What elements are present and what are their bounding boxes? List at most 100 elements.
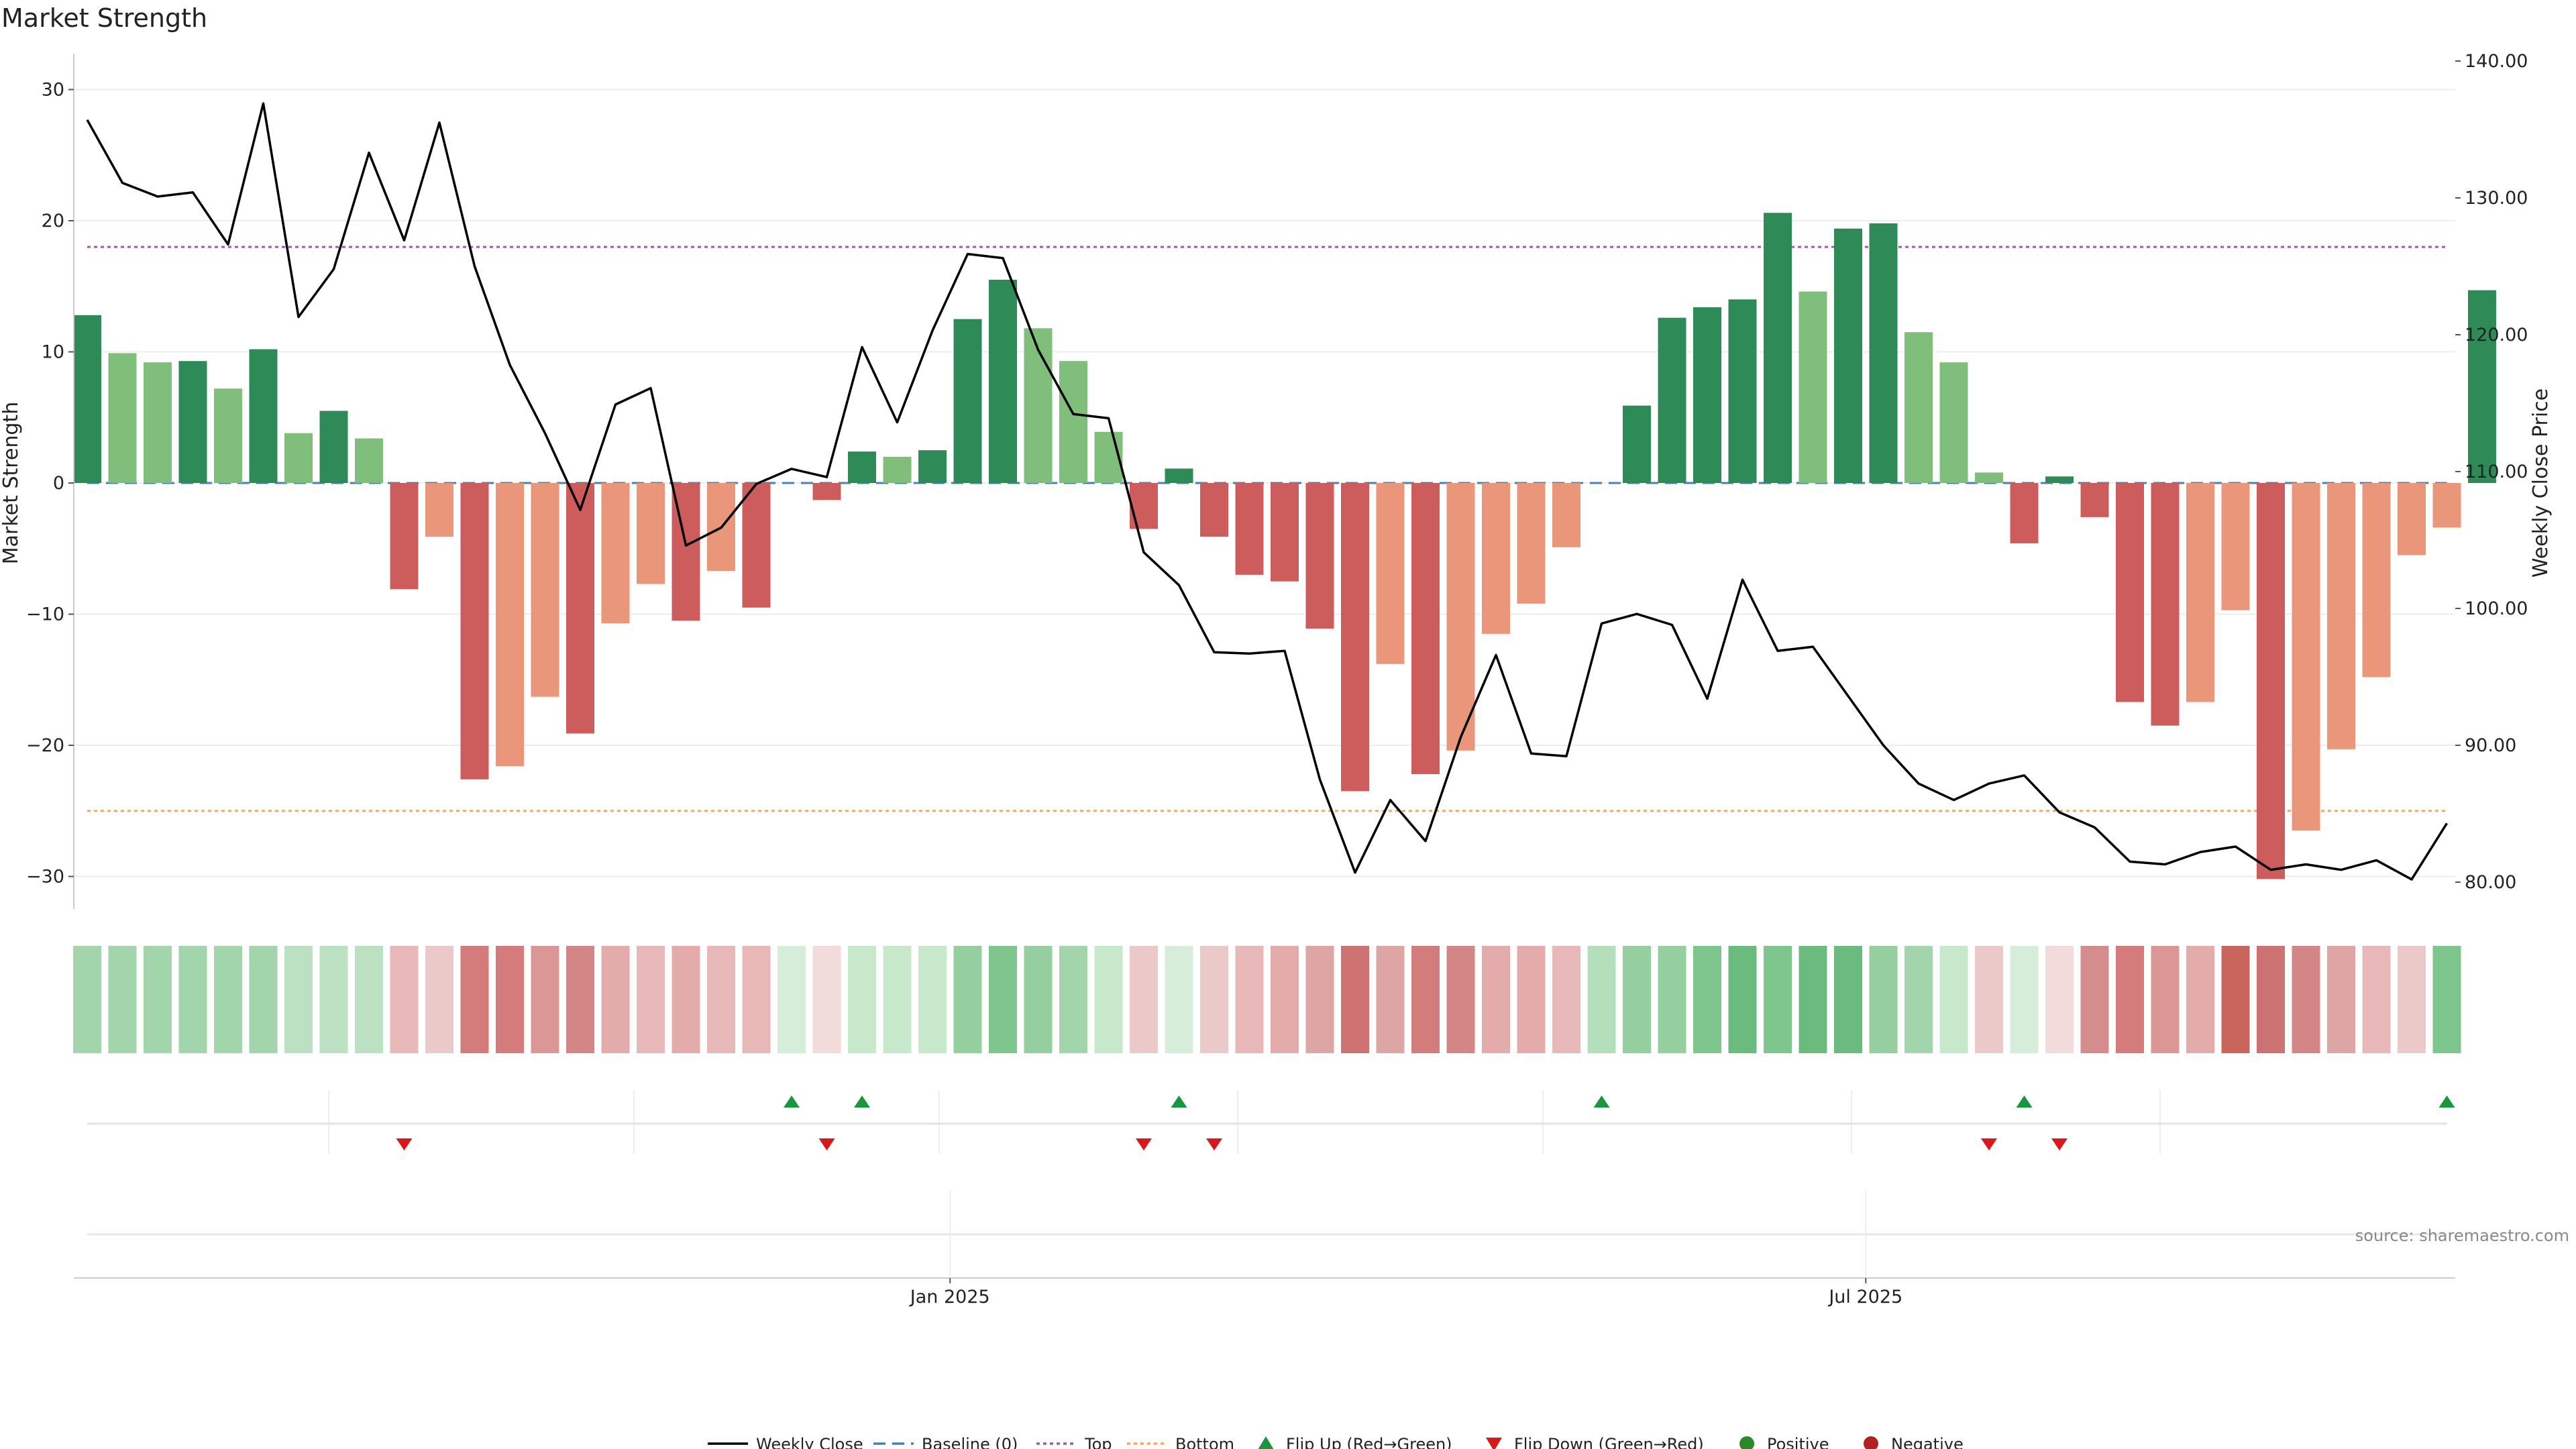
legend: Weekly Close Baseline (0) Top Bottom Flip Up… — [708, 1435, 1964, 1449]
strip-cell — [953, 946, 982, 1053]
strength-bar — [1130, 483, 1158, 529]
strip-cell — [918, 946, 947, 1053]
strip-cell — [390, 946, 419, 1053]
strip-cell — [178, 946, 207, 1053]
strip-cell — [2010, 946, 2039, 1053]
strip-cell — [1834, 946, 1862, 1053]
weekly-close-series — [86, 102, 2448, 881]
strip-cell — [812, 946, 841, 1053]
strip-cell — [319, 946, 348, 1053]
strip-cell — [73, 946, 101, 1053]
strength-bar — [742, 483, 771, 608]
strip-cell — [1024, 946, 1053, 1053]
strip-cell — [2432, 946, 2461, 1053]
legend-positive: Positive — [1739, 1435, 1829, 1449]
strength-bar — [2327, 483, 2355, 749]
strip-cell — [496, 946, 524, 1053]
strength-bar — [249, 349, 278, 483]
strength-bar — [460, 483, 489, 780]
legend-swatch — [1486, 1438, 1502, 1449]
strength-bar — [496, 483, 524, 767]
left-tick-label: 0 — [53, 473, 64, 494]
strip-cell — [2362, 946, 2391, 1053]
strip-cell — [1235, 946, 1264, 1053]
legend-swatch — [1864, 1436, 1878, 1449]
strip-cell — [637, 946, 665, 1053]
legend-label: Weekly Close — [756, 1435, 863, 1449]
flip-up-marker — [784, 1095, 800, 1108]
chart-title: Market Strength — [1, 3, 207, 33]
strength-bar — [1623, 405, 1651, 483]
strip-cell — [1939, 946, 1968, 1053]
strip-cell — [355, 946, 383, 1053]
strip-cell — [601, 946, 630, 1053]
strength-bar — [1200, 483, 1228, 537]
strength-bars — [73, 213, 2496, 879]
strip-cell — [989, 946, 1017, 1053]
strength-bar — [1446, 483, 1475, 751]
strength-bar — [1728, 299, 1757, 483]
legend-weekly-close: Weekly Close — [708, 1435, 863, 1449]
strength-bar — [1305, 483, 1334, 629]
strip-cell — [1130, 946, 1158, 1053]
strength-bar — [2398, 483, 2426, 555]
strip-cell — [1200, 946, 1228, 1053]
strength-bar — [531, 483, 559, 697]
strength-bar — [144, 362, 172, 483]
right-tick-label: 130.00 — [2465, 188, 2528, 209]
strength-bar — [1904, 332, 1933, 483]
legend-label: Flip Down (Green→Red) — [1514, 1435, 1704, 1449]
strip-cell — [2257, 946, 2285, 1053]
left-tick-label: 10 — [42, 342, 64, 363]
strip-cell — [2398, 946, 2426, 1053]
strip-cell — [2045, 946, 2074, 1053]
strip-cell — [1411, 946, 1440, 1053]
flip-up-marker — [1171, 1095, 1187, 1108]
flip-up-marker — [854, 1095, 870, 1108]
flip-down-marker — [1206, 1138, 1222, 1150]
strength-bar — [1376, 483, 1405, 664]
strip-cell — [707, 946, 735, 1053]
legend-bottom: Bottom — [1127, 1435, 1234, 1449]
legend-label: Flip Up (Red→Green) — [1286, 1435, 1452, 1449]
timeline-axis: Jan 2025 Jul 2025 — [74, 1191, 2455, 1307]
strength-bar — [1869, 223, 1898, 483]
strip-cell — [425, 946, 453, 1053]
flip-up-marker — [1593, 1095, 1610, 1108]
flip-down-marker — [2051, 1138, 2068, 1150]
strength-bar — [1658, 317, 1686, 483]
strip-cell — [284, 946, 313, 1053]
legend-flip-up: Flip Up (Red→Green) — [1258, 1435, 1452, 1449]
strip-cell — [2292, 946, 2320, 1053]
strength-bar — [390, 483, 419, 590]
strength-bar — [1482, 483, 1510, 634]
left-tick-label: −10 — [26, 604, 64, 625]
legend-label: Negative — [1891, 1435, 1964, 1449]
strip-cell — [2327, 946, 2355, 1053]
strength-bar — [2362, 483, 2391, 678]
flip-down-marker — [818, 1138, 835, 1150]
strength-bar — [566, 483, 594, 734]
strip-cell — [1799, 946, 1827, 1053]
strength-bar — [637, 483, 665, 584]
strength-bar — [1799, 291, 1827, 483]
strength-bar — [883, 456, 912, 483]
legend-negative: Negative — [1864, 1435, 1964, 1449]
strip-cell — [1869, 946, 1898, 1053]
strength-bar — [2292, 483, 2320, 831]
strip-cell — [1094, 946, 1123, 1053]
strength-bar — [2468, 290, 2496, 483]
strength-bar — [73, 315, 101, 483]
legend-label: Top — [1084, 1435, 1112, 1449]
legend-flip-down: Flip Down (Green→Red) — [1486, 1435, 1704, 1449]
strength-bar — [1517, 483, 1546, 604]
strip-cell — [1059, 946, 1087, 1053]
right-tick-label: 110.00 — [2465, 462, 2528, 482]
strip-cell — [1482, 946, 1510, 1053]
strength-bar — [2186, 483, 2214, 702]
legend-swatch — [1739, 1436, 1754, 1449]
flip-up-marker — [2016, 1095, 2033, 1108]
strength-bar — [848, 451, 876, 483]
strip-cell — [1552, 946, 1580, 1053]
